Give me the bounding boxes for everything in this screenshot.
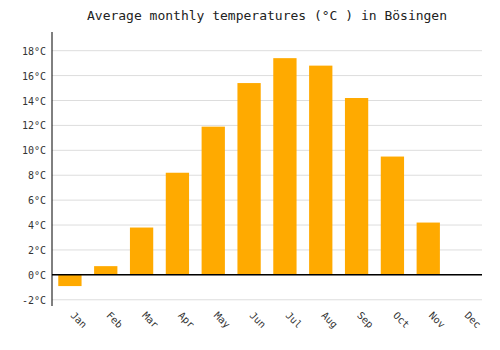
bar: [130, 228, 153, 275]
x-tick-label: May: [212, 310, 233, 331]
x-tick-label: Jul: [284, 310, 305, 331]
grid-line: [52, 75, 482, 76]
x-tick-label: Aug: [319, 310, 340, 331]
y-tick-label: 4°C: [28, 220, 46, 231]
x-tick-label: Oct: [391, 310, 412, 331]
grid: [52, 51, 482, 300]
x-tick-label: Dec: [463, 310, 484, 331]
x-tick-label: Jun: [248, 310, 269, 331]
y-tick-label: 0°C: [28, 270, 46, 281]
bar: [417, 223, 440, 275]
bar: [273, 58, 296, 275]
y-tick-label: 10°C: [22, 145, 46, 156]
bar: [166, 173, 189, 275]
x-tick-label: Nov: [427, 310, 448, 331]
y-tick-label: 6°C: [28, 195, 46, 206]
bar: [94, 266, 117, 275]
y-tick-label: -2°C: [22, 295, 46, 306]
bar: [202, 127, 225, 275]
grid-line: [52, 200, 482, 201]
y-tick-label: 12°C: [22, 120, 46, 131]
x-tick-label: Jan: [69, 310, 90, 331]
bar: [237, 83, 260, 275]
y-tick-label: 14°C: [22, 96, 46, 107]
bars: [58, 58, 440, 286]
grid-line: [52, 100, 482, 101]
y-tick-label: 16°C: [22, 71, 46, 82]
y-tick-label: 8°C: [28, 170, 46, 181]
grid-line: [52, 175, 482, 176]
grid-line: [52, 125, 482, 126]
chart-container: Average monthly temperatures (°C ) in Bö…: [0, 0, 500, 350]
grid-line: [52, 150, 482, 151]
y-tick-label: 18°C: [22, 46, 46, 57]
baseline: [52, 274, 482, 276]
x-tick-label: Mar: [140, 310, 161, 331]
bar: [381, 157, 404, 275]
y-tick-label: 2°C: [28, 245, 46, 256]
x-tick-label: Apr: [176, 310, 197, 331]
y-axis-line: [52, 32, 53, 306]
bar: [309, 66, 332, 275]
title: Average monthly temperatures (°C ) in Bö…: [87, 8, 447, 23]
grid-line: [52, 274, 482, 275]
bar: [58, 275, 81, 286]
x-tick-label: Sep: [355, 310, 376, 331]
chart: Average monthly temperatures (°C ) in Bö…: [0, 0, 500, 350]
grid-line: [52, 50, 482, 51]
x-tick-label: Feb: [104, 310, 125, 331]
grid-line: [52, 299, 482, 300]
bar: [345, 98, 368, 275]
